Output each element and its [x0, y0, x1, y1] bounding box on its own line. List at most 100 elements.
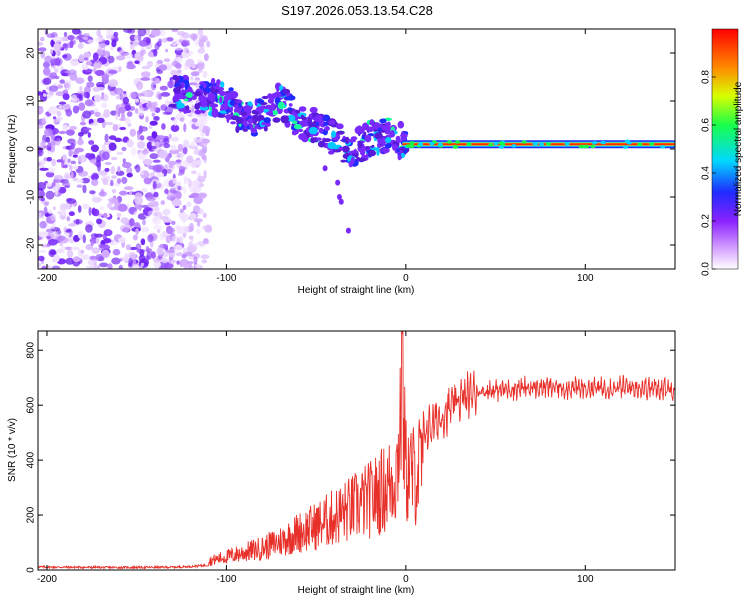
spectrogram-noise-cell [128, 257, 133, 267]
spectrogram-ridge-cell [295, 109, 301, 114]
spectrogram-noise-cell [147, 210, 157, 217]
spectrogram-noise-cell [118, 264, 124, 269]
spectrogram-noise-cell [163, 58, 171, 62]
spectrogram-noise-cell [179, 35, 183, 42]
spectrogram-ridge-cell [316, 137, 322, 141]
spectrogram-noise-cell [164, 188, 169, 195]
spectrogram-noise-cell [90, 144, 99, 153]
spectrogram-ridge-cell [303, 121, 308, 125]
spectrogram-noise-cell [87, 75, 93, 82]
spectrogram-noise-cell [42, 93, 47, 97]
spectrogram-marks [38, 29, 675, 269]
spectrogram-band-cell [493, 141, 499, 146]
spectrogram-noise-cell [178, 165, 186, 174]
spectrogram-noise-cell [139, 102, 143, 110]
spectrogram-noise-cell [155, 62, 160, 69]
spectrogram-noise-cell [63, 31, 68, 38]
spectrogram-noise-cell [109, 199, 119, 204]
spectrogram-noise-cell [162, 218, 172, 223]
spectrogram-noise-cell [102, 151, 110, 160]
spectrogram-noise-cell [44, 114, 48, 122]
spectrogram-noise-cell [119, 117, 127, 122]
spectrogram-noise-cell [200, 254, 210, 259]
spectrogram-noise-cell [185, 58, 195, 68]
snr-x-ticks: -200 -100 0 100 [37, 331, 594, 585]
spectrogram-noise-cell [77, 205, 82, 213]
spectrogram-noise-cell [110, 165, 116, 175]
spectrogram-noise-cell [59, 203, 67, 212]
spectrogram-noise-cell [78, 102, 86, 111]
spectrogram-ridge-cell [364, 134, 372, 143]
spectrogram-noise-cell [43, 201, 49, 207]
spectrogram-noise-cell [153, 261, 162, 269]
spectrogram-ridge-cell [182, 79, 190, 85]
spectrogram-noise-cell [78, 54, 85, 62]
spectrogram-ridge-cell [244, 121, 248, 127]
spectrogram-noise-cell [79, 121, 87, 126]
snr-y-tick-label: 200 [26, 506, 37, 523]
colorbar-tick-label: 0.0 [701, 262, 712, 276]
spectrogram-noise-cell [148, 200, 154, 205]
spectrogram-ridge-cell [328, 150, 335, 155]
spectrogram-noise-cell [171, 220, 176, 225]
spectrogram-band-cell [455, 140, 461, 144]
spectrogram-noise-cell [65, 257, 75, 265]
spectrogram-noise-cell [154, 206, 160, 212]
spectrogram-band-cell [409, 141, 415, 145]
spectrogram-noise-cell [137, 107, 145, 117]
spectrogram-noise-cell [158, 64, 168, 71]
spectrogram-noise-cell [162, 208, 171, 216]
spectrogram-noise-cell [175, 252, 183, 257]
spectrogram-ridge-cell [287, 114, 296, 122]
spectrogram-ridge-cell [279, 85, 284, 91]
spectrogram-noise-cell [111, 189, 117, 194]
spectrogram-ridge-cell [327, 142, 337, 149]
spectrogram-noise-cell [61, 182, 71, 187]
snr-panel: -200 -100 0 100 0 200 400 600 800 Height of str… [7, 330, 676, 596]
spectrogram-noise-cell [78, 38, 84, 43]
colorbar-gradient [712, 29, 738, 269]
spectrogram-noise-cell [82, 65, 89, 70]
spectrogram-noise-cell [68, 223, 77, 227]
spectrogram-noise-cell [72, 154, 78, 158]
spectrogram-noise-cell [190, 71, 200, 77]
spectrogram-ridge-cell [176, 102, 185, 109]
spectrogram-noise-cell [58, 101, 67, 105]
spectrogram-noise-cell [123, 186, 134, 191]
spectrogram-x-tick-label: -100 [216, 273, 236, 284]
spectrogram-noise-cell [72, 256, 81, 263]
spectrogram-noise-cell [108, 55, 115, 64]
spectrogram-noise-cell [133, 211, 138, 216]
spectrogram-x-label: Height of straight line (km) [298, 285, 415, 296]
spectrogram-ridge-cell [210, 77, 216, 85]
spectrogram-noise-cell [129, 218, 135, 227]
spectrogram-noise-cell [143, 177, 152, 185]
spectrogram-noise-cell [120, 217, 129, 224]
spectrogram-noise-cell [85, 61, 93, 66]
spectrogram-ridge-cell [185, 92, 193, 98]
spectrogram-noise-cell [183, 123, 187, 133]
spectrogram-noise-cell [114, 87, 124, 95]
spectrogram-noise-cell [188, 261, 192, 269]
spectrogram-noise-cell [38, 181, 46, 191]
spectrogram-noise-cell [39, 221, 47, 229]
spectrogram-noise-cell [186, 155, 194, 164]
spectrogram-noise-cell [162, 231, 168, 238]
spectrogram-y-tick-label: 10 [26, 95, 37, 107]
spectrogram-y-tick-label: -10 [26, 189, 37, 204]
spectrogram-noise-cell [104, 121, 114, 126]
spectrogram-y-tick-label: 0 [26, 146, 37, 152]
snr-x-tick-label: -200 [37, 574, 57, 585]
spectrogram-noise-cell [61, 72, 69, 77]
spectrogram-ridge-cell [173, 86, 181, 94]
spectrogram-noise-cell [53, 174, 64, 181]
spectrogram-band-cell [418, 142, 424, 147]
spectrogram-noise-cell [165, 249, 175, 254]
spectrogram-noise-cell [92, 196, 102, 203]
spectrogram-noise-cell [166, 37, 174, 42]
spectrogram-noise-cell [46, 33, 55, 38]
snr-series-line [38, 331, 675, 570]
spectrogram-noise-cell [103, 109, 111, 118]
spectrogram-ridge-cell [199, 106, 209, 111]
spectrogram-noise-cell [193, 256, 198, 266]
